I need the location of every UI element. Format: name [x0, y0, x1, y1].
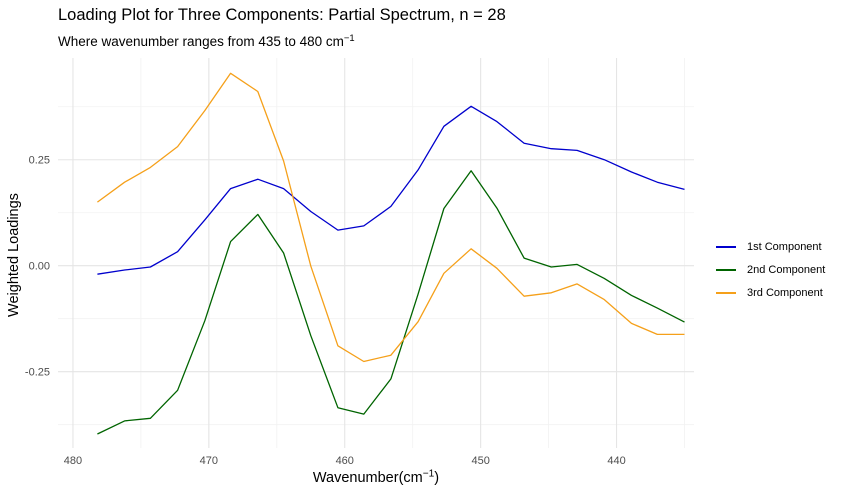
x-tick-label: 450 [471, 455, 489, 467]
x-axis-label-superscript: −1 [422, 468, 435, 480]
legend-item-3rd-component: 3rd Component [716, 281, 825, 304]
chart-title: Loading Plot for Three Components: Parti… [58, 6, 506, 24]
series-line-3rd-component [97, 72, 685, 363]
x-axis-label-close: ) [434, 470, 440, 486]
legend-item-1st-component: 1st Component [716, 235, 825, 258]
grid [58, 58, 694, 448]
subtitle-superscript: −1 [343, 32, 355, 44]
x-tick-label: 470 [200, 455, 218, 467]
series-line-1st-component [97, 105, 685, 275]
series-line-2nd-component [97, 170, 685, 435]
chart-subtitle: Where wavenumber ranges from 435 to 480 … [58, 34, 355, 49]
legend-swatch [716, 245, 736, 248]
legend-label: 1st Component [747, 240, 822, 253]
x-axis-label-text: Wavenumber(cm [312, 470, 423, 486]
x-tick-label: 460 [336, 455, 354, 467]
y-axis-ticks: -0.25 0.00 0.25 [25, 155, 50, 379]
y-tick-label: 0.25 [29, 155, 50, 167]
x-tick-label: 480 [64, 455, 82, 467]
legend-label: 3rd Component [747, 286, 823, 299]
legend-item-2nd-component: 2nd Component [716, 258, 825, 281]
x-tick-label: 440 [607, 455, 625, 467]
y-axis-label: Weighted Loadings [6, 193, 22, 317]
legend: 1st Component 2nd Component 3rd Componen… [716, 235, 825, 304]
legend-swatch [716, 291, 736, 294]
subtitle-text: Where wavenumber ranges from 435 to 480 … [58, 34, 344, 49]
series-lines [97, 72, 685, 435]
y-tick-label: -0.25 [25, 367, 50, 379]
y-tick-label: 0.00 [29, 261, 50, 273]
legend-swatch [716, 268, 736, 271]
legend-label: 2nd Component [747, 263, 826, 276]
x-axis-ticks: 480 470 460 450 440 [64, 455, 626, 467]
x-axis-label: Wavenumber(cm−1) [312, 468, 440, 486]
